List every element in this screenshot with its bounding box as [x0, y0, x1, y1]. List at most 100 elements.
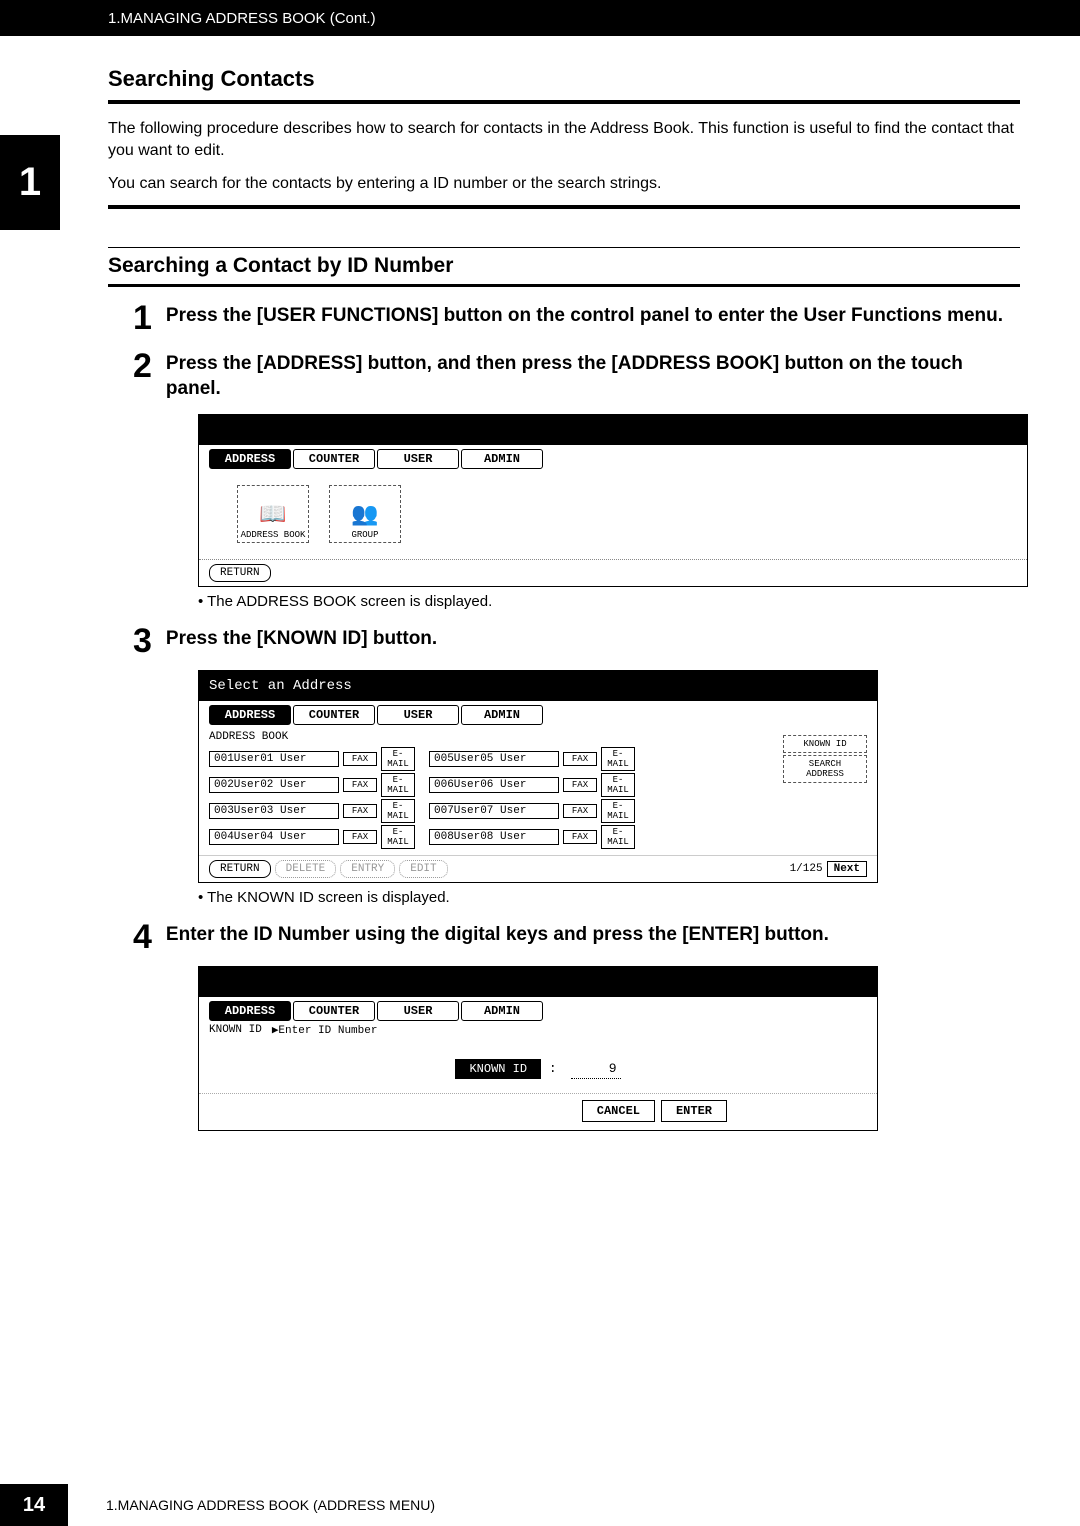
header-band: 1.MANAGING ADDRESS BOOK (Cont.)	[0, 0, 1080, 36]
fax-button[interactable]: FAX	[343, 752, 377, 766]
enter-id-prompt: ▶Enter ID Number	[272, 1023, 378, 1037]
table-row: 003User03 User FAX E-MAIL 007User07 User FAX…	[209, 799, 867, 823]
side-buttons: KNOWN ID SEARCH ADDRESS	[783, 735, 867, 783]
rule	[108, 100, 1020, 104]
center-row: KNOWN ID : 9	[199, 1039, 877, 1093]
search-address-button[interactable]: SEARCH ADDRESS	[783, 755, 867, 783]
chapter-badge: 1	[0, 135, 60, 230]
tab-address[interactable]: ADDRESS	[209, 705, 291, 725]
known-id-input[interactable]: 9	[571, 1059, 621, 1079]
rule	[108, 284, 1020, 287]
screen-titlebar	[199, 415, 1027, 445]
delete-button[interactable]: DELETE	[275, 860, 337, 878]
address-entry[interactable]: 001User01 User	[209, 751, 339, 767]
email-button[interactable]: E-MAIL	[381, 773, 415, 797]
enter-button[interactable]: ENTER	[661, 1100, 727, 1122]
screenshot-1: ADDRESS COUNTER USER ADMIN 📖 ADDRESS BOO…	[198, 414, 1028, 587]
known-id-label: KNOWN ID	[209, 1024, 262, 1036]
step-text: Enter the ID Number using the digital ke…	[166, 920, 829, 948]
return-button[interactable]: RETURN	[209, 564, 271, 582]
tab-address[interactable]: ADDRESS	[209, 1001, 291, 1021]
screenshot-3: ADDRESS COUNTER USER ADMIN KNOWN ID ▶Ent…	[198, 966, 878, 1131]
address-book-icon-button[interactable]: 📖 ADDRESS BOOK	[237, 485, 309, 543]
email-button[interactable]: E-MAIL	[601, 773, 635, 797]
address-list: ADDRESS BOOK 001User01 User FAX E-MAIL 005U…	[199, 725, 877, 855]
fax-button[interactable]: FAX	[563, 804, 597, 818]
step-text: Press the [ADDRESS] button, and then pre…	[166, 349, 1020, 401]
email-button[interactable]: E-MAIL	[601, 799, 635, 823]
step-1: 1 Press the [USER FUNCTIONS] button on t…	[133, 301, 1020, 335]
icon-row: 📖 ADDRESS BOOK 👥 GROUP	[199, 469, 1027, 559]
tab-counter[interactable]: COUNTER	[293, 449, 375, 469]
tab-address[interactable]: ADDRESS	[209, 449, 291, 469]
entry-button[interactable]: ENTRY	[340, 860, 395, 878]
fax-button[interactable]: FAX	[563, 778, 597, 792]
fax-button[interactable]: FAX	[343, 778, 377, 792]
group-icon-button[interactable]: 👥 GROUP	[329, 485, 401, 543]
colon: :	[549, 1061, 557, 1076]
bottom-row: RETURN DELETE ENTRY EDIT 1/125 Next	[199, 855, 877, 882]
next-button[interactable]: Next	[827, 861, 867, 877]
fax-button[interactable]: FAX	[343, 830, 377, 844]
step-4: 4 Enter the ID Number using the digital …	[133, 920, 1020, 954]
step-text: Press the [KNOWN ID] button.	[166, 624, 437, 652]
address-entry[interactable]: 002User02 User	[209, 777, 339, 793]
return-row: RETURN	[199, 559, 1027, 586]
address-entry[interactable]: 003User03 User	[209, 803, 339, 819]
address-entry[interactable]: 005User05 User	[429, 751, 559, 767]
email-button[interactable]: E-MAIL	[601, 747, 635, 771]
screen-title: Select an Address	[209, 678, 352, 694]
email-button[interactable]: E-MAIL	[381, 799, 415, 823]
enter-row: CANCEL ENTER	[199, 1093, 877, 1130]
breadcrumb: 1.MANAGING ADDRESS BOOK (Cont.)	[108, 10, 376, 27]
tab-user[interactable]: USER	[377, 705, 459, 725]
rule	[108, 247, 1020, 248]
fax-button[interactable]: FAX	[343, 804, 377, 818]
address-entry[interactable]: 008User08 User	[429, 829, 559, 845]
intro-text-1: The following procedure describes how to…	[108, 118, 1020, 163]
tab-row: ADDRESS COUNTER USER ADMIN	[199, 997, 877, 1021]
step-text: Press the [USER FUNCTIONS] button on the…	[166, 301, 1003, 329]
tab-counter[interactable]: COUNTER	[293, 1001, 375, 1021]
step-number: 1	[133, 301, 152, 335]
tab-admin[interactable]: ADMIN	[461, 705, 543, 725]
screenshot-2: Select an Address ADDRESS COUNTER USER A…	[198, 670, 878, 883]
tab-admin[interactable]: ADMIN	[461, 1001, 543, 1021]
step-2: 2 Press the [ADDRESS] button, and then p…	[133, 349, 1020, 401]
screen-titlebar	[199, 967, 877, 997]
address-entry[interactable]: 007User07 User	[429, 803, 559, 819]
email-button[interactable]: E-MAIL	[381, 825, 415, 849]
email-button[interactable]: E-MAIL	[601, 825, 635, 849]
step-3: 3 Press the [KNOWN ID] button.	[133, 624, 1020, 658]
tab-user[interactable]: USER	[377, 449, 459, 469]
section-title: Searching Contacts	[108, 66, 1020, 92]
tab-admin[interactable]: ADMIN	[461, 449, 543, 469]
address-entry[interactable]: 006User06 User	[429, 777, 559, 793]
footer-text: 1.MANAGING ADDRESS BOOK (ADDRESS MENU)	[106, 1497, 435, 1513]
footer: 14 1.MANAGING ADDRESS BOOK (ADDRESS MENU…	[0, 1484, 1080, 1526]
fax-button[interactable]: FAX	[563, 830, 597, 844]
table-row: 004User04 User FAX E-MAIL 008User08 User FAX…	[209, 825, 867, 849]
cancel-button[interactable]: CANCEL	[582, 1100, 655, 1122]
edit-button[interactable]: EDIT	[399, 860, 447, 878]
known-id-button[interactable]: KNOWN ID	[783, 735, 867, 753]
address-entry[interactable]: 004User04 User	[209, 829, 339, 845]
step-number: 4	[133, 920, 152, 954]
note-2: • The KNOWN ID screen is displayed.	[198, 889, 1020, 906]
icon-label: ADDRESS BOOK	[241, 530, 306, 540]
email-button[interactable]: E-MAIL	[381, 747, 415, 771]
known-id-button[interactable]: KNOWN ID	[455, 1059, 541, 1079]
page-text: 1/125	[790, 863, 823, 875]
screen-titlebar: Select an Address	[199, 671, 877, 701]
tab-row: ADDRESS COUNTER USER ADMIN	[199, 701, 877, 725]
return-button[interactable]: RETURN	[209, 860, 271, 878]
tab-user[interactable]: USER	[377, 1001, 459, 1021]
note-1: • The ADDRESS BOOK screen is displayed.	[198, 593, 1020, 610]
tab-counter[interactable]: COUNTER	[293, 705, 375, 725]
fax-button[interactable]: FAX	[563, 752, 597, 766]
known-id-row: KNOWN ID ▶Enter ID Number	[199, 1021, 877, 1039]
book-icon: 📖	[259, 503, 286, 529]
step-number: 3	[133, 624, 152, 658]
page-indicator: 1/125 Next	[790, 861, 867, 877]
list-section-label: ADDRESS BOOK	[209, 729, 867, 745]
